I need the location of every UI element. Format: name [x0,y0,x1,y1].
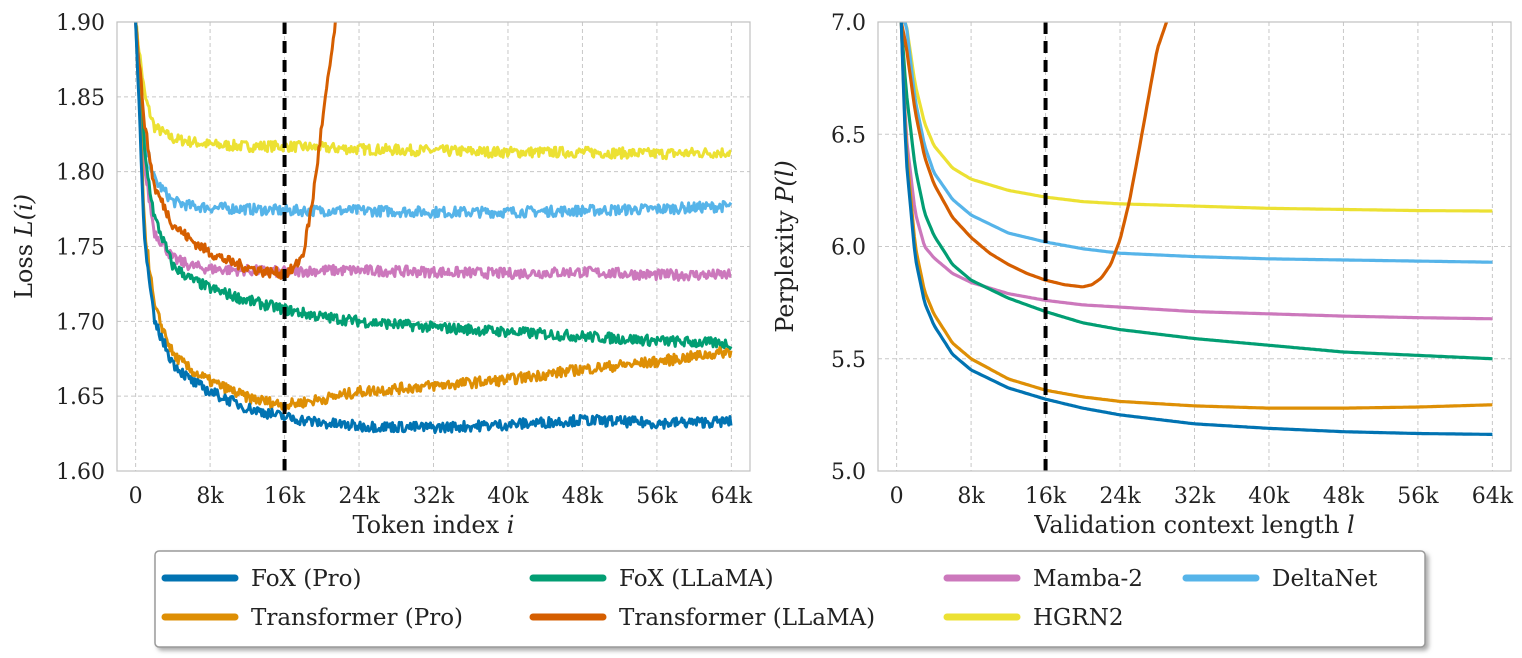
ppl-xtick-label: 16k [1025,484,1067,509]
ppl-xtick-label: 0 [890,484,904,509]
legend-label: HGRN2 [1033,605,1124,631]
loss-series-group [134,22,733,435]
ppl-line-transformer-pro [899,22,1494,410]
loss-line-fox-llama [134,22,733,351]
loss-x-axis-label: Token index i [353,511,515,539]
ppl-ytick-label: 6.0 [831,236,866,261]
loss-chart: 0 8k 16k 24k 32k 40k 48k 56k 64k 1.60 1.65 1.70 1.75… [10,11,753,539]
loss-ytick-label: 1.60 [56,460,105,485]
ppl-ytick-label: 7.0 [831,11,866,36]
loss-line-hgrn2 [134,24,732,161]
loss-xtick-label: 40k [487,484,529,509]
ppl-xtick-label: 40k [1248,484,1290,509]
loss-grid [117,21,750,472]
ppl-grid [878,21,1511,472]
ppl-y-axis-label: Perplexity P(l) [771,160,799,333]
legend-item-hgrn2: HGRN2 [943,605,1124,631]
ppl-xtick-label: 8k [957,484,985,509]
legend-label: Transformer (Pro) [251,605,463,631]
ppl-line-fox-pro [899,22,1494,436]
legend-box [154,550,1426,648]
legend-item-fox-pro: FoX (Pro) [161,566,362,592]
ppl-ytick-label: 5.0 [831,460,866,485]
loss-xtick-label: 32k [413,484,455,509]
loss-y-axis-label: Loss L(i) [10,194,38,299]
legend: FoX (Pro) Transformer (Pro) FoX (LLaMA) Tra… [154,550,1426,648]
ppl-axes-frame [877,21,1512,472]
loss-line-transformer-pro [134,22,733,412]
loss-ytick-label: 1.65 [56,385,105,410]
ppl-series-group [899,22,1494,436]
loss-ytick-label: 1.75 [56,236,105,261]
loss-xtick-label: 48k [562,484,604,509]
ppl-line-deltanet [901,22,1494,264]
legend-label: FoX (Pro) [251,566,362,592]
ppl-ytick-label: 5.5 [831,348,866,373]
ppl-ytick-label: 6.5 [831,123,866,148]
legend-item-fox-llama: FoX (LLaMA) [529,566,774,592]
loss-xtick-label: 64k [711,484,753,509]
loss-ytick-label: 1.85 [56,86,105,111]
ppl-line-transformer-llama [899,22,1169,289]
loss-line-deltanet [134,22,733,219]
loss-line-fox-pro [134,22,733,435]
legend-item-mamba-2: Mamba-2 [943,566,1143,592]
ppl-line-mamba-2 [899,22,1494,321]
loss-axes-frame [116,21,751,472]
ppl-x-axis-label: Validation context length l [1033,511,1354,539]
ppl-xtick-label: 56k [1397,484,1439,509]
ppl-xtick-label: 64k [1472,484,1514,509]
legend-label: DeltaNet [1272,566,1378,592]
ppl-line-hgrn2 [901,22,1494,213]
ppl-xtick-label: 24k [1099,484,1141,509]
ppl-line-fox-llama [899,22,1494,361]
loss-xtick-label: 56k [636,484,678,509]
loss-line-mamba-2 [134,23,732,282]
loss-xtick-label: 24k [338,484,380,509]
loss-ytick-label: 1.80 [56,161,105,186]
loss-ytick-label: 1.90 [56,11,105,36]
loss-xtick-label: 0 [129,484,143,509]
legend-item-transformer-pro: Transformer (Pro) [161,605,463,631]
legend-label: Transformer (LLaMA) [619,605,875,631]
loss-ytick-label: 1.70 [56,310,105,335]
loss-line-transformer-llama [134,22,337,280]
legend-item-transformer-llama: Transformer (LLaMA) [529,605,875,631]
ppl-xtick-label: 48k [1323,484,1365,509]
ppl-xtick-label: 32k [1174,484,1216,509]
perplexity-chart: 0 8k 16k 24k 32k 40k 48k 56k 64k 5.0 5.5 6.0 6.5 7.0 V… [771,11,1514,539]
legend-label: FoX (LLaMA) [619,566,774,592]
loss-xtick-label: 8k [196,484,224,509]
legend-item-deltanet: DeltaNet [1182,566,1378,592]
legend-label: Mamba-2 [1033,566,1143,592]
loss-xtick-label: 16k [264,484,306,509]
